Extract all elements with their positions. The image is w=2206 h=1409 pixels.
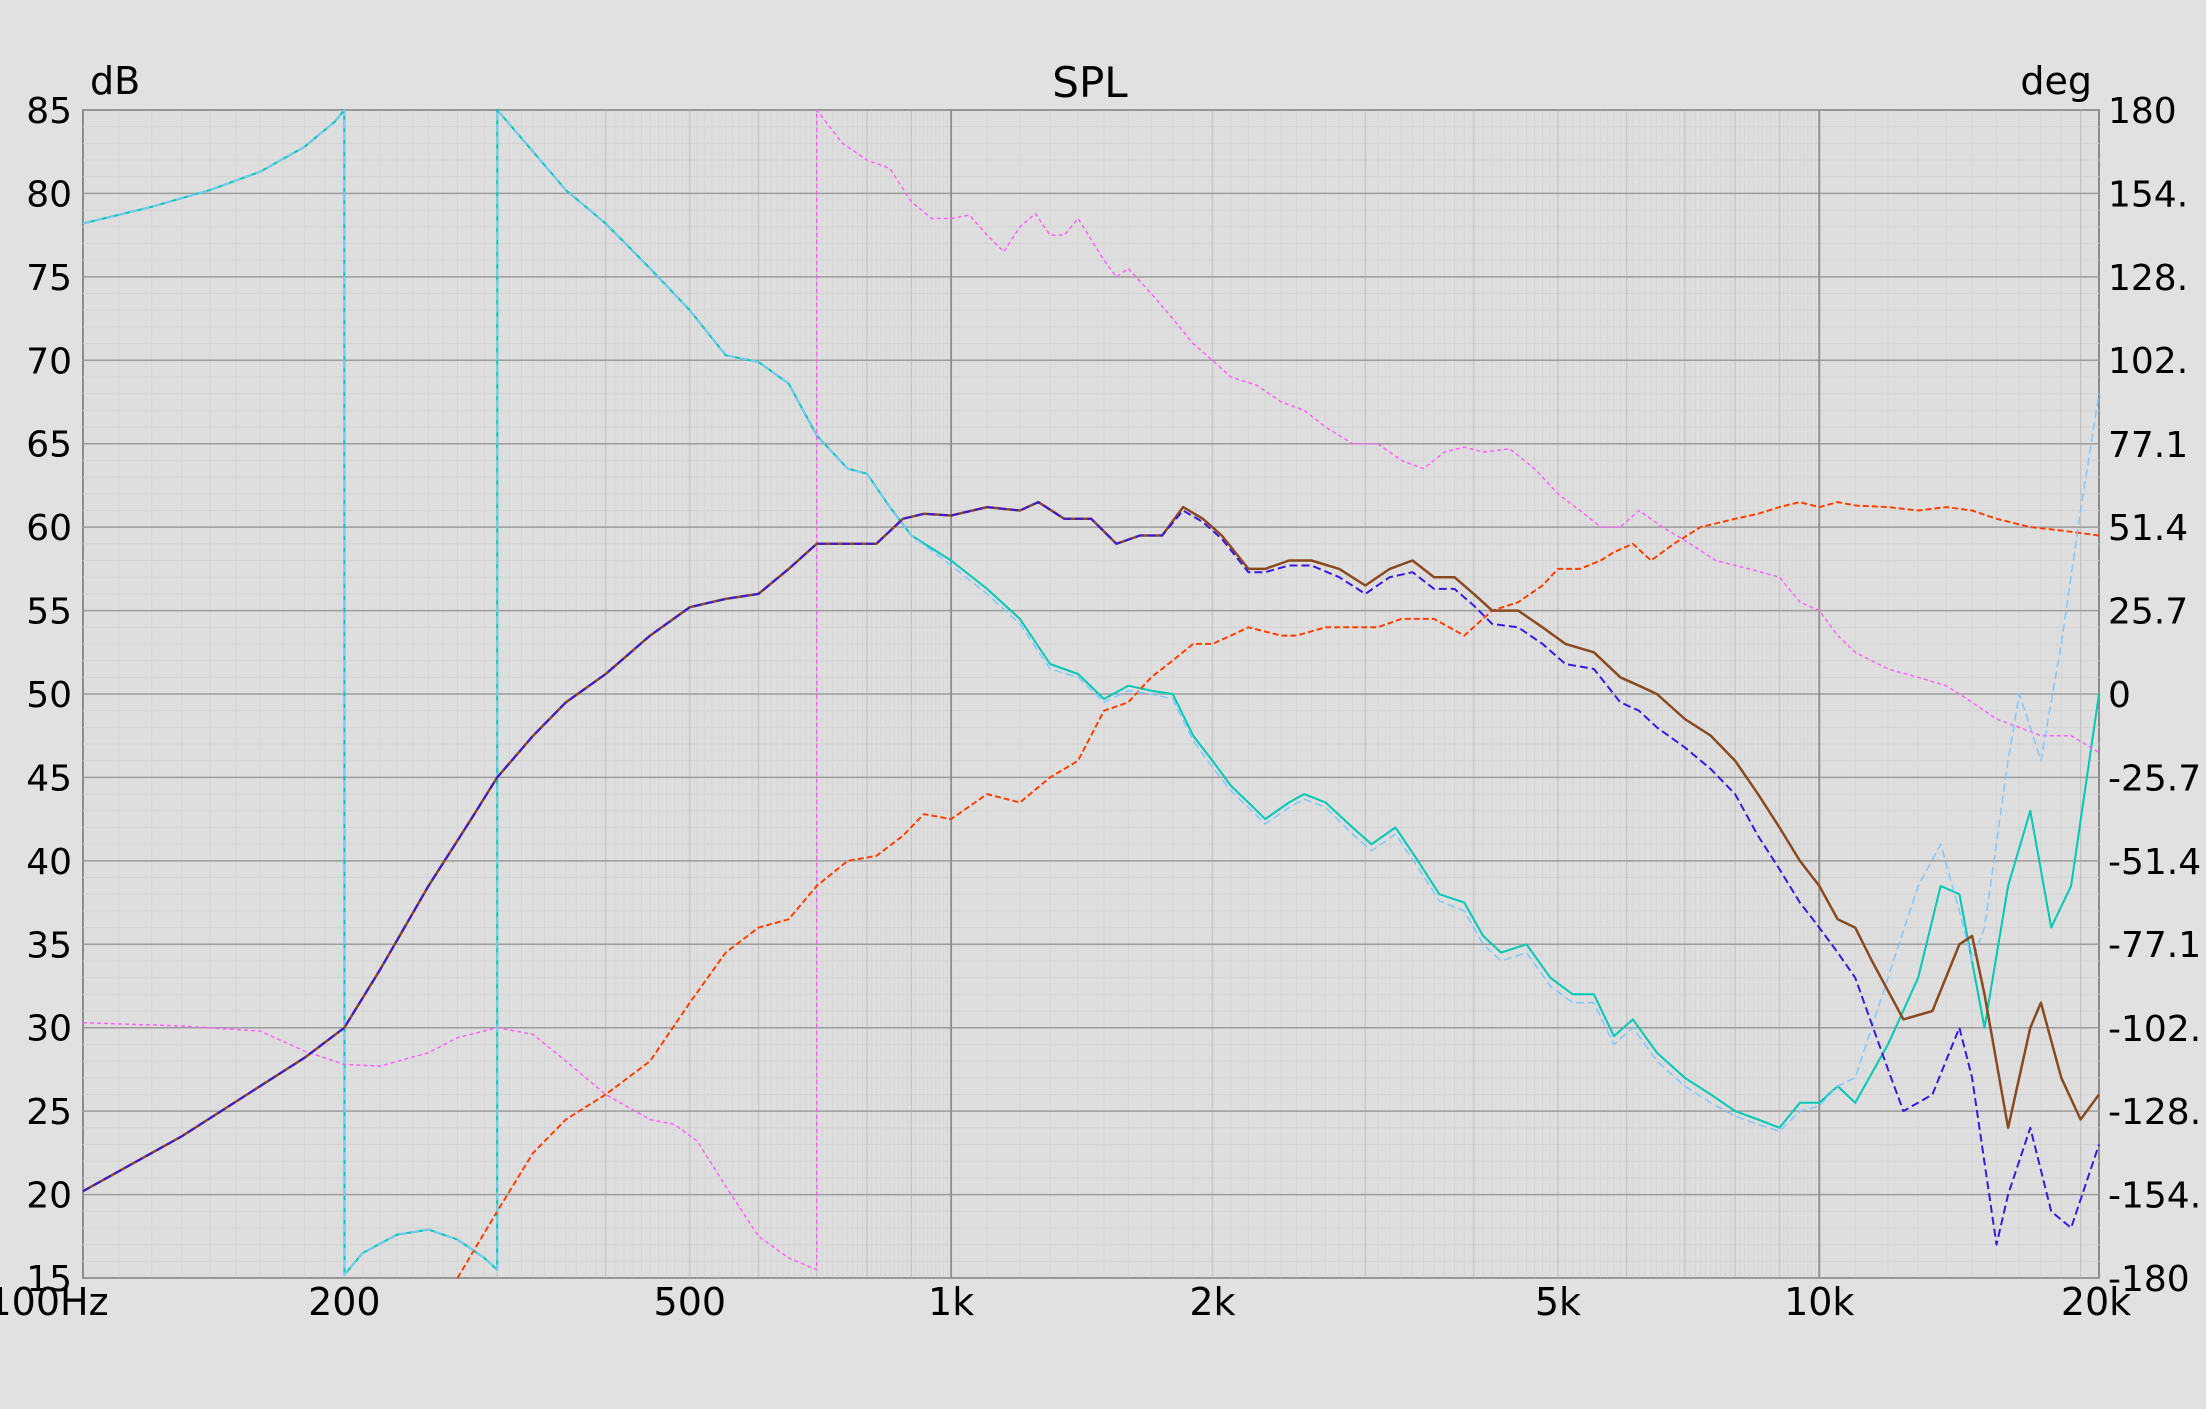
chart-title: SPL <box>1052 58 1128 107</box>
series-line-4 <box>82 109 2100 1276</box>
y-axis-label: dB <box>90 59 140 103</box>
y2-tick-label: 102. <box>2108 341 2188 382</box>
y-tick-label: 25 <box>26 1092 72 1133</box>
series-line-3 <box>456 501 2100 1279</box>
y2-tick-label: 154. <box>2108 174 2188 215</box>
y2-tick-label: 180 <box>2108 91 2177 132</box>
y-tick-label: 40 <box>26 842 72 883</box>
y2-tick-label: -102. <box>2108 1009 2201 1050</box>
series-line-6 <box>82 501 2100 1246</box>
x-tick-label: 100Hz <box>0 1280 109 1324</box>
tick-labels: 85 80 75 70 65 60 55 50 45 40 35 30 25 20 15 180 154. 128… <box>0 91 2201 1324</box>
y2-tick-label: 25.7 <box>2108 592 2188 633</box>
y2-tick-label: -154. <box>2108 1176 2201 1217</box>
y2-tick-label: 128. <box>2108 258 2188 299</box>
y-tick-label: 60 <box>26 508 72 549</box>
x-tick-label: 10k <box>1784 1280 1854 1324</box>
x-tick-label: 20k <box>2061 1280 2131 1324</box>
y2-tick-label: 0 <box>2108 675 2131 716</box>
series-layer <box>82 109 2101 1279</box>
y2-tick-label: 51.4 <box>2108 508 2188 549</box>
y-tick-label: 20 <box>26 1176 72 1217</box>
y-tick-label: 80 <box>26 174 72 215</box>
x-tick-label: 5k <box>1535 1280 1581 1324</box>
y2-tick-label: -128. <box>2108 1092 2201 1133</box>
y-tick-label: 30 <box>26 1009 72 1050</box>
y-tick-label: 65 <box>26 425 72 466</box>
x-tick-label: 2k <box>1189 1280 1235 1324</box>
y-tick-label: 70 <box>26 341 72 382</box>
y-tick-label: 15 <box>26 1259 72 1300</box>
y2-tick-label: -180 <box>2108 1259 2190 1300</box>
y-tick-label: 50 <box>26 675 72 716</box>
y2-axis-label: deg <box>2020 59 2092 103</box>
series-line-2 <box>82 109 2100 1271</box>
x-tick-label: 200 <box>308 1280 381 1324</box>
y-tick-label: 75 <box>26 258 72 299</box>
y2-tick-label: -51.4 <box>2108 842 2201 883</box>
y2-tick-label: -77.1 <box>2108 925 2201 966</box>
y-tick-label: 85 <box>26 91 72 132</box>
y-tick-label: 35 <box>26 925 72 966</box>
y-tick-label: 55 <box>26 592 72 633</box>
major-grid <box>83 109 2099 1279</box>
y-tick-label: 45 <box>26 758 72 799</box>
y2-tick-label: -25.7 <box>2108 758 2201 799</box>
x-tick-label: 500 <box>654 1280 727 1324</box>
x-tick-label: 1k <box>928 1280 974 1324</box>
y2-tick-label: 77.1 <box>2108 425 2188 466</box>
